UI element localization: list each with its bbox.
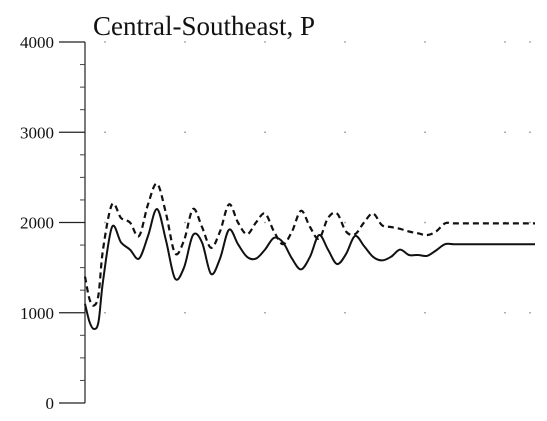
grid-dot-1-0 bbox=[104, 311, 106, 314]
y-axis: 0 1000 2000 3000 4000 bbox=[20, 33, 86, 413]
grid-dot-2-4 bbox=[424, 221, 426, 224]
grid-dot-4-5 bbox=[504, 41, 506, 43]
y-tick-label-3: 3000 bbox=[20, 123, 54, 142]
y-tick-label-2: 2000 bbox=[20, 214, 54, 233]
grid-dot-4-2 bbox=[264, 41, 266, 43]
grid-dot-1-1 bbox=[184, 311, 186, 314]
grid-dot-2-0 bbox=[104, 221, 106, 224]
grid-dot-2-6 bbox=[529, 221, 531, 224]
grid-dot-2-2 bbox=[264, 221, 266, 224]
solid-series-line bbox=[84, 207, 535, 331]
grid-dot-1-6 bbox=[529, 311, 531, 314]
grid-layer bbox=[104, 41, 531, 314]
grid-dot-4-4 bbox=[424, 41, 426, 43]
grid-dot-1-3 bbox=[344, 311, 346, 314]
grid-dot-2-3 bbox=[344, 221, 346, 224]
dashed-series-line bbox=[83, 182, 535, 307]
grid-dot-3-1 bbox=[184, 131, 186, 134]
grid-dot-1-2 bbox=[264, 311, 266, 314]
grid-dot-4-3 bbox=[344, 41, 346, 43]
chart-title: Central-Southeast, P bbox=[93, 11, 315, 41]
y-tick-label-1: 1000 bbox=[20, 304, 54, 323]
grid-dot-4-6 bbox=[529, 41, 531, 43]
grid-dot-4-1 bbox=[184, 41, 186, 43]
grid-dot-1-4 bbox=[424, 311, 426, 314]
grid-dot-3-2 bbox=[264, 131, 266, 134]
grid-dot-2-1 bbox=[184, 221, 186, 224]
series-layer bbox=[83, 182, 535, 331]
grid-dot-3-6 bbox=[529, 131, 531, 134]
y-tick-label-0: 0 bbox=[46, 394, 55, 413]
y-tick-label-4: 4000 bbox=[20, 33, 54, 52]
grid-dot-1-5 bbox=[504, 311, 506, 314]
grid-dot-3-3 bbox=[344, 131, 346, 134]
grid-dot-3-5 bbox=[504, 131, 506, 134]
grid-dot-3-4 bbox=[424, 131, 426, 134]
grid-dot-4-0 bbox=[104, 41, 106, 43]
grid-dot-3-0 bbox=[104, 131, 106, 134]
